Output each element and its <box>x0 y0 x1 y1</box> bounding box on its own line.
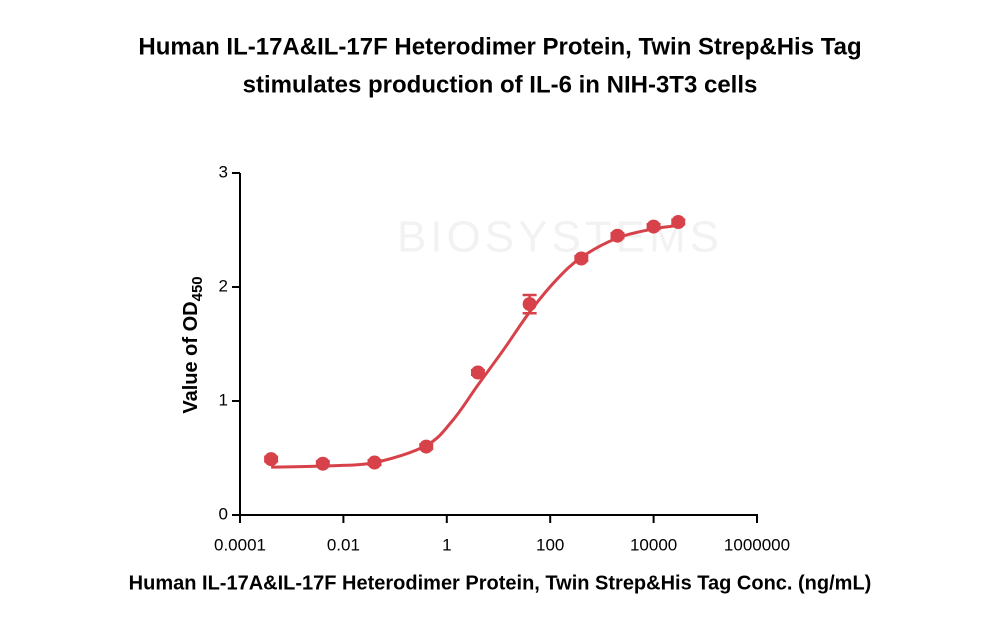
data-point <box>522 297 537 312</box>
x-tick-label: 100 <box>536 535 564 554</box>
y-axis-title-sub: 450 <box>189 276 206 301</box>
chart-title: stimulates production of IL-6 in NIH-3T3… <box>243 71 758 98</box>
y-axis-title: Value of OD450 <box>180 276 206 413</box>
watermark: BIOSYSTEMS <box>397 213 723 262</box>
data-point <box>419 439 434 454</box>
fit-curve <box>271 223 679 469</box>
x-axis-title: Human IL-17A&IL-17F Heterodimer Protein,… <box>129 572 872 594</box>
data-point <box>315 456 330 471</box>
data-point <box>671 215 686 230</box>
x-tick-label: 0.01 <box>327 535 360 554</box>
y-tick-label: 2 <box>219 276 228 295</box>
y-tick-label: 3 <box>219 162 228 181</box>
data-point <box>610 228 625 243</box>
x-tick-label: 0.0001 <box>214 535 266 554</box>
x-tick-label: 1000000 <box>724 535 790 554</box>
x-tick-label: 10000 <box>630 535 677 554</box>
data-point <box>646 219 661 234</box>
data-point <box>574 251 589 266</box>
x-tick-label: 1 <box>442 535 451 554</box>
y-tick-label: 0 <box>219 504 228 523</box>
data-point <box>367 455 382 470</box>
data-point <box>264 452 279 467</box>
y-axis-title-main: Value of OD <box>180 301 202 413</box>
y-tick-label: 1 <box>219 390 228 409</box>
data-point <box>470 365 485 380</box>
chart-title: Human IL-17A&IL-17F Heterodimer Protein,… <box>138 33 861 60</box>
